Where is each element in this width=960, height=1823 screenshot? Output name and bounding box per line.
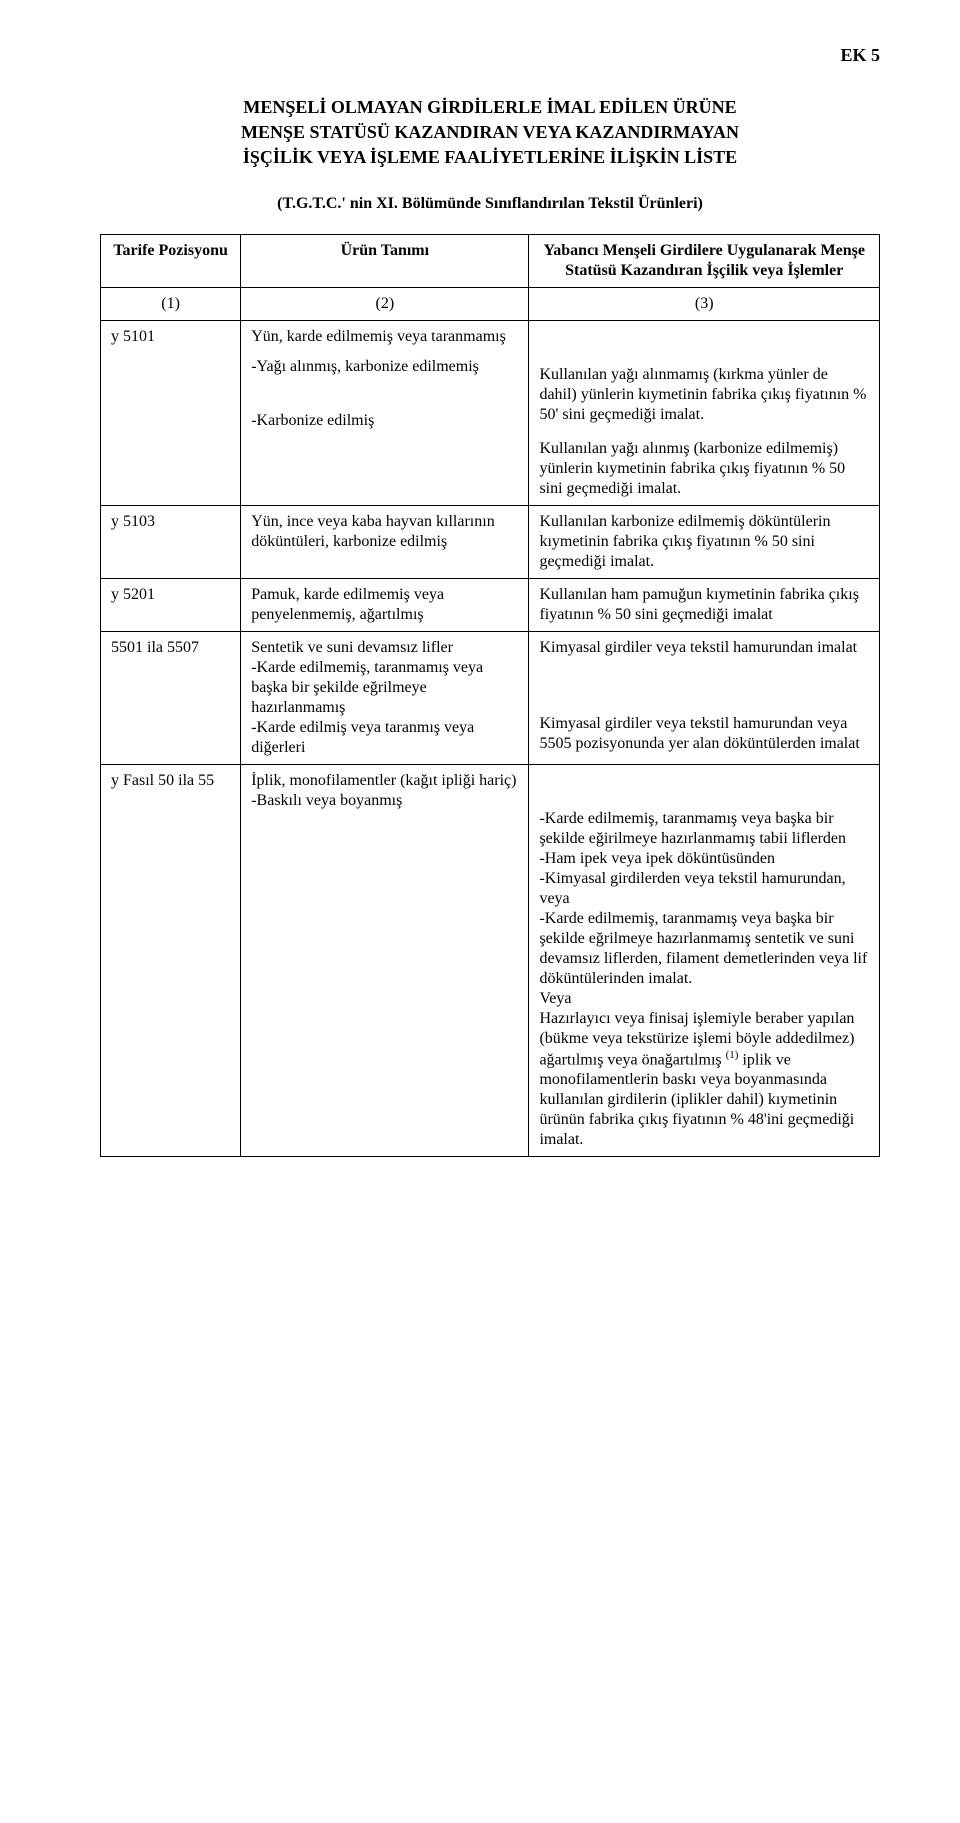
text-block: Sentetik ve suni devamsız lifler (251, 638, 518, 658)
col-header-3: Yabancı Menşeli Girdilere Uygulanarak Me… (529, 235, 880, 288)
table-header-row: Tarife Pozisyonu Ürün Tanımı Yabancı Men… (101, 235, 880, 288)
text-block: -Ham ipek veya ipek döküntüsünden (539, 849, 869, 869)
processing-rule: Kullanılan ham pamuğun kıymetinin fabrik… (529, 579, 880, 632)
tariff-position: y 5101 (101, 321, 241, 506)
processing-rule: Kullanılan yağı alınmamış (kırkma yünler… (529, 321, 880, 506)
heading-line-1: MENŞELİ OLMAYAN GİRDİLERLE İMAL EDİLEN Ü… (100, 95, 880, 120)
processing-rule: -Karde edilmemiş, taranmamış veya başka … (529, 765, 880, 1157)
table-number-row: (1) (2) (3) (101, 288, 880, 321)
tariff-position: y 5201 (101, 579, 241, 632)
table-row: y Fasıl 50 ila 55 İplik, monofilamentler… (101, 765, 880, 1157)
text-block: -Karde edilmemiş, taranmamış veya başka … (251, 658, 518, 718)
superscript-ref: (1) (726, 1049, 739, 1061)
col-header-1: Tarife Pozisyonu (101, 235, 241, 288)
text-block: İplik, monofilamentler (kağıt ipliği har… (251, 771, 518, 791)
processing-rule: Kimyasal girdiler veya tekstil hamurunda… (529, 632, 880, 765)
text-block: -Kimyasal girdilerden veya tekstil hamur… (539, 869, 869, 889)
tariff-position: y 5103 (101, 506, 241, 579)
text-block: Hazırlayıcı veya finisaj işlemiyle berab… (539, 1009, 869, 1150)
text-block: veya (539, 889, 869, 909)
text-block: -Baskılı veya boyanmış (251, 791, 518, 811)
text-block: Kimyasal girdiler veya tekstil hamurunda… (539, 714, 869, 754)
heading-line-2: MENŞE STATÜSÜ KAZANDIRAN VEYA KAZANDIRMA… (100, 120, 880, 145)
annex-label: EK 5 (100, 44, 880, 67)
table-row: 5501 ila 5507 Sentetik ve suni devamsız … (101, 632, 880, 765)
main-heading: MENŞELİ OLMAYAN GİRDİLERLE İMAL EDİLEN Ü… (100, 95, 880, 171)
col-num-2: (2) (241, 288, 529, 321)
product-definition: İplik, monofilamentler (kağıt ipliği har… (241, 765, 529, 1157)
table-row: y 5201 Pamuk, karde edilmemiş veya penye… (101, 579, 880, 632)
table-row: y 5101 Yün, karde edilmemiş veya taranma… (101, 321, 880, 506)
text-block: -Karde edilmemiş, taranmamış veya başka … (539, 909, 869, 989)
tariff-position: 5501 ila 5507 (101, 632, 241, 765)
text-block: -Karde edilmiş veya taranmış veya diğerl… (251, 718, 518, 758)
text-block: -Karbonize edilmiş (251, 411, 518, 431)
tariff-position: y Fasıl 50 ila 55 (101, 765, 241, 1157)
text-block: Yün, karde edilmemiş veya taranmamış (251, 327, 518, 347)
col-header-2: Ürün Tanımı (241, 235, 529, 288)
heading-line-3: İŞÇİLİK VEYA İŞLEME FAALİYETLERİNE İLİŞK… (100, 145, 880, 170)
text-block: -Yağı alınmış, karbonize edilmemiş (251, 357, 518, 377)
sub-heading: (T.G.T.C.' nin XI. Bölümünde Sınıflandır… (100, 194, 880, 214)
text-block: Veya (539, 989, 869, 1009)
text-block: -Karde edilmemiş, taranmamış veya başka … (539, 809, 869, 849)
main-table: Tarife Pozisyonu Ürün Tanımı Yabancı Men… (100, 234, 880, 1157)
product-definition: Yün, karde edilmemiş veya taranmamış -Ya… (241, 321, 529, 506)
col-num-1: (1) (101, 288, 241, 321)
document-page: EK 5 MENŞELİ OLMAYAN GİRDİLERLE İMAL EDİ… (0, 0, 960, 1823)
text-block: Kullanılan yağı alınmış (karbonize edilm… (539, 439, 869, 499)
product-definition: Sentetik ve suni devamsız lifler -Karde … (241, 632, 529, 765)
text-block: Kullanılan yağı alınmamış (kırkma yünler… (539, 365, 869, 425)
col-num-3: (3) (529, 288, 880, 321)
product-definition: Pamuk, karde edilmemiş veya penyelenmemi… (241, 579, 529, 632)
text-span: Hazırlayıcı veya finisaj işlemiyle berab… (539, 1010, 854, 1068)
product-definition: Yün, ince veya kaba hayvan kıllarının dö… (241, 506, 529, 579)
processing-rule: Kullanılan karbonize edilmemiş döküntüle… (529, 506, 880, 579)
table-row: y 5103 Yün, ince veya kaba hayvan kıllar… (101, 506, 880, 579)
text-block: Kimyasal girdiler veya tekstil hamurunda… (539, 638, 869, 658)
